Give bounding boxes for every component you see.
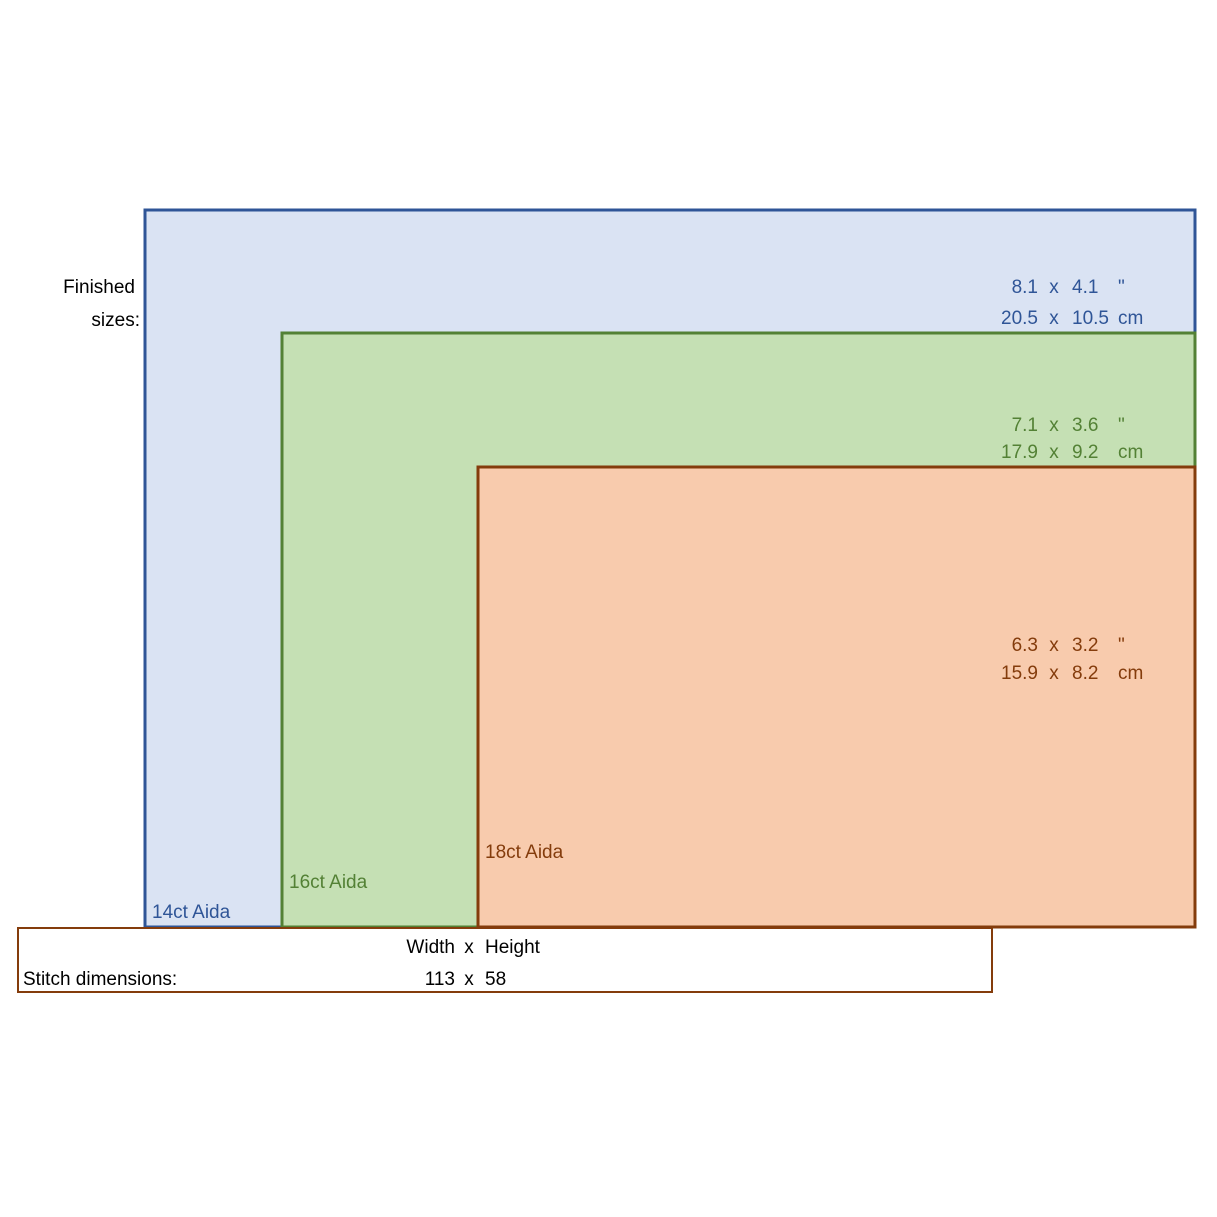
stitch-value: 113 xyxy=(425,969,455,990)
separator: x xyxy=(1049,277,1059,298)
size-value: 6.3 xyxy=(1012,635,1038,656)
finished-label: sizes: xyxy=(91,310,140,331)
size-value: 3.6 xyxy=(1072,415,1098,436)
unit: " xyxy=(1118,635,1125,656)
unit: cm xyxy=(1118,442,1143,463)
separator: x xyxy=(1049,635,1059,656)
column-header: Height xyxy=(485,937,541,958)
fabric-name: 16ct Aida xyxy=(289,872,368,893)
separator: x xyxy=(1049,308,1059,329)
separator: x xyxy=(464,937,474,958)
stitch-box xyxy=(17,927,993,993)
size-value: 10.5 xyxy=(1072,308,1109,329)
size-value: 3.2 xyxy=(1072,635,1098,656)
separator: x xyxy=(464,969,474,990)
size-value: 20.5 xyxy=(1001,308,1038,329)
size-value: 17.9 xyxy=(1001,442,1038,463)
fabric-name: 18ct Aida xyxy=(485,842,564,863)
stitch-value: 58 xyxy=(485,969,506,990)
size-value: 15.9 xyxy=(1001,663,1038,684)
separator: x xyxy=(1049,415,1059,436)
size-value: 8.2 xyxy=(1072,663,1098,684)
size-value: 9.2 xyxy=(1072,442,1098,463)
size-value: 8.1 xyxy=(1012,277,1038,298)
size-value: 4.1 xyxy=(1072,277,1098,298)
fabric-18ct xyxy=(476,465,1197,929)
size-value: 7.1 xyxy=(1012,415,1038,436)
finished-label: Finished xyxy=(63,277,135,298)
unit: " xyxy=(1118,415,1125,436)
fabric-name: 14ct Aida xyxy=(152,902,231,923)
separator: x xyxy=(1049,442,1059,463)
column-header: Width xyxy=(406,937,455,958)
stitch-label: Stitch dimensions: xyxy=(23,969,177,990)
separator: x xyxy=(1049,663,1059,684)
unit: cm xyxy=(1118,663,1143,684)
unit: cm xyxy=(1118,308,1143,329)
unit: " xyxy=(1118,277,1125,298)
